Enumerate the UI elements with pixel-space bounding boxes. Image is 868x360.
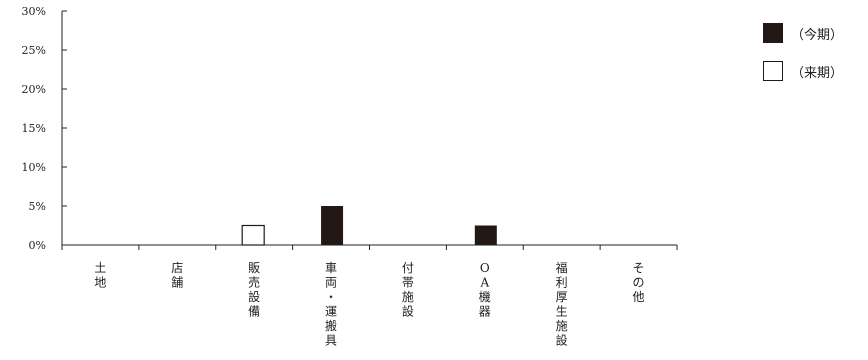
x-category-label: 土地 — [94, 261, 106, 290]
y-axis-ticks: 0% 5% 10% 15% 20% 25% 30% — [22, 5, 67, 252]
y-tick-label: 20% — [22, 83, 46, 96]
y-tick-label: 0% — [29, 239, 46, 252]
x-category-label: 付帯施設 — [402, 261, 414, 319]
legend-swatch-current — [763, 23, 783, 43]
category-labels: 土地 店舗 販売設備 車両・運搬具 付帯施設 O A 機器 福利厚生施設 その他 — [94, 260, 644, 348]
y-tick-label: 5% — [29, 200, 46, 213]
y-tick-label: 25% — [22, 44, 46, 57]
legend-label-next: （来期） — [791, 65, 844, 81]
bar-current-3 — [321, 206, 344, 245]
legend: （今期） （来期） — [763, 22, 843, 98]
x-category-label: 販売設備 — [248, 261, 260, 319]
legend-item-current: （今期） — [763, 22, 843, 44]
x-category-label: O A 機器 — [479, 261, 491, 319]
bars — [241, 206, 497, 246]
y-tick-label: 30% — [22, 5, 46, 18]
x-category-label: 車両・運搬具 — [325, 261, 337, 348]
x-category-label: 店舗 — [171, 261, 183, 290]
bar-next-2 — [241, 224, 265, 246]
legend-label-current: （今期） — [791, 27, 844, 43]
x-category-label: その他 — [633, 261, 645, 304]
y-tick-label: 15% — [22, 122, 46, 135]
legend-item-next: （来期） — [763, 60, 843, 82]
x-axis-ticks — [61, 245, 678, 250]
y-tick-label: 10% — [22, 161, 46, 174]
legend-swatch-next — [763, 61, 783, 81]
bar-current-5 — [474, 225, 497, 245]
x-category-label: 福利厚生施設 — [556, 260, 568, 348]
